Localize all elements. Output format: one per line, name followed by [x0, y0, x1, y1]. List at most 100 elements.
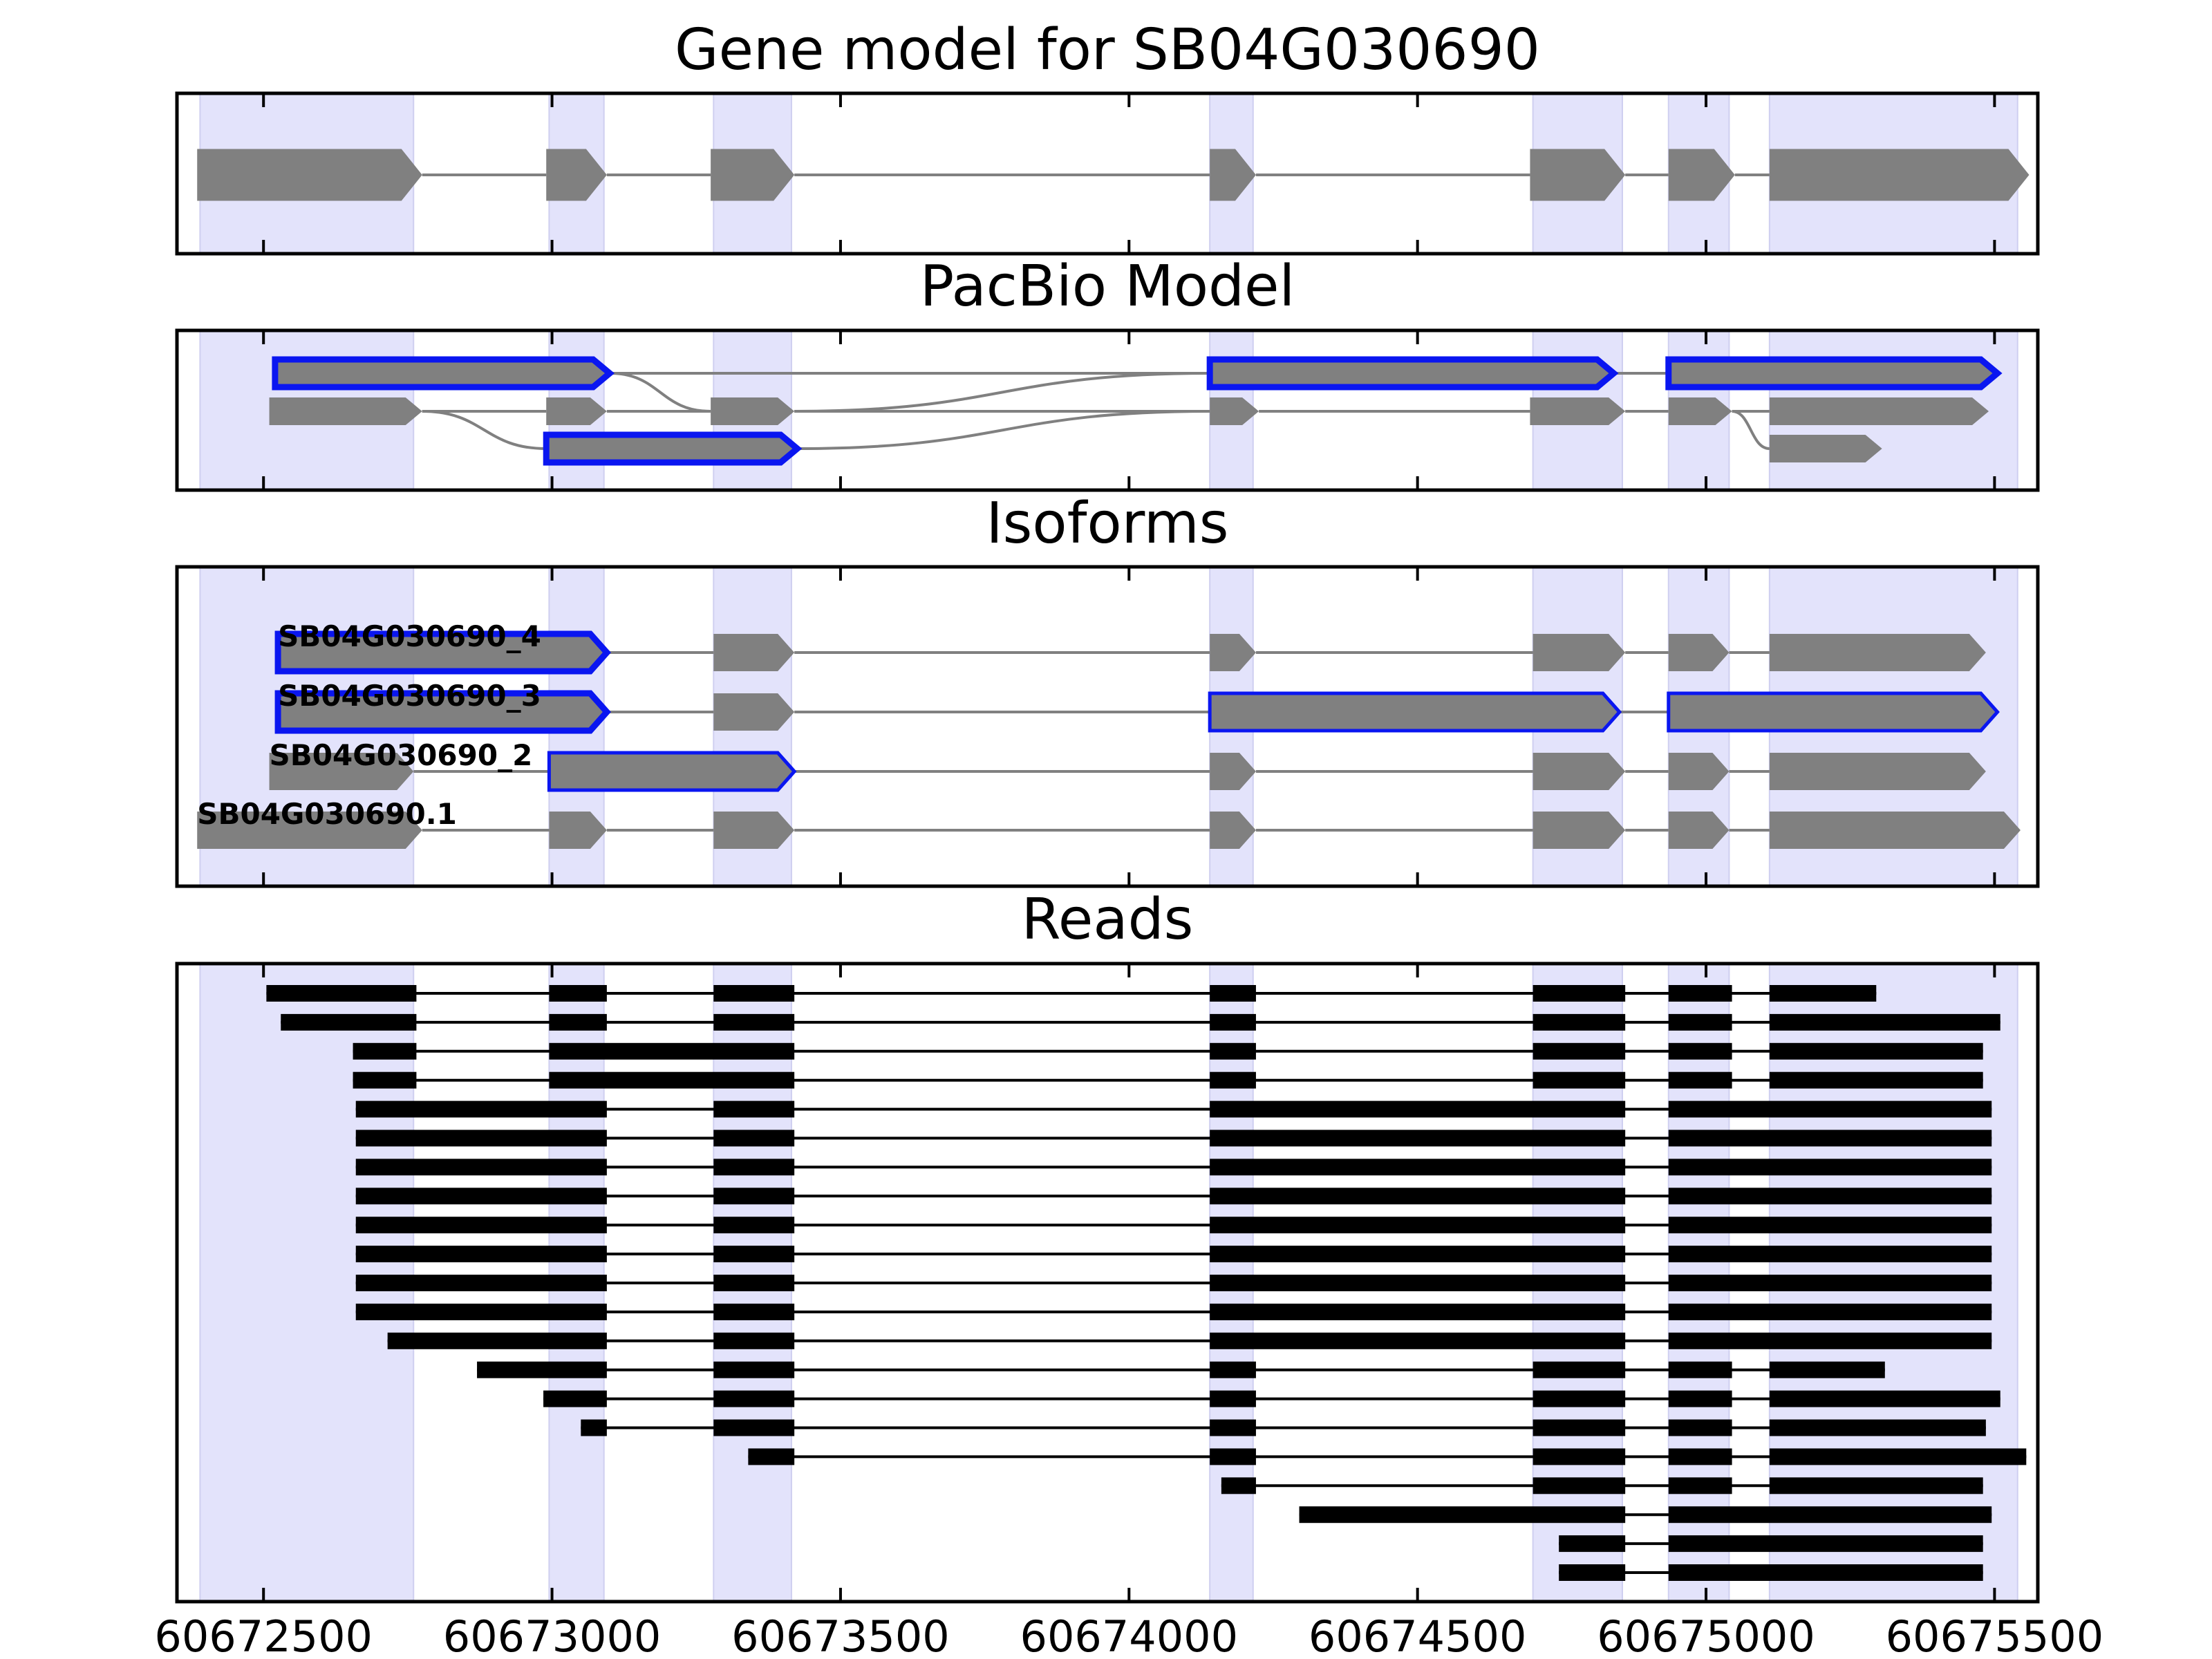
read-block [713, 1217, 795, 1234]
isoforms-panel: Isoforms SB04G030690_4 SB04G030690_3 SB04G0… [175, 491, 2040, 888]
exon [1533, 753, 1626, 790]
read-block [355, 1159, 607, 1176]
read-block [1769, 1390, 2000, 1407]
exon [197, 812, 422, 849]
read-block [543, 1390, 607, 1407]
read-block [1769, 1448, 2027, 1465]
read-block [1210, 1448, 1256, 1465]
exon [1668, 634, 1730, 671]
read-block [355, 1130, 607, 1147]
read-block [1210, 1332, 1626, 1349]
read-block [1210, 1159, 1626, 1176]
read-block [1221, 1477, 1256, 1494]
read-block [1668, 1564, 1983, 1581]
read-block [1668, 1390, 1732, 1407]
read-block [1533, 1448, 1626, 1465]
exon [1668, 812, 1730, 849]
exon [546, 149, 607, 201]
exon [1533, 634, 1626, 671]
exon [1769, 812, 2021, 849]
read-block [1210, 1419, 1256, 1436]
read-block [355, 1188, 607, 1205]
read-block [1210, 1275, 1626, 1291]
read-block [1210, 1013, 1256, 1031]
read-block [1299, 1506, 1626, 1524]
read-block [1668, 1477, 1732, 1494]
exon-highlighted [547, 751, 797, 792]
read-block [713, 1159, 795, 1176]
read-block [713, 1013, 795, 1031]
pacbio-model-panel: PacBio Model [175, 254, 2040, 492]
read-block [355, 1100, 607, 1118]
isoform-label: SB04G030690.1 [197, 797, 457, 831]
read-block [549, 985, 607, 1002]
read-block [1769, 1042, 1983, 1060]
read-block [1668, 1535, 1983, 1553]
exon-highlighted [543, 431, 803, 466]
read-block [387, 1332, 607, 1349]
read-block [1210, 1188, 1626, 1205]
read-block [1668, 1246, 1992, 1263]
axes-frame [175, 565, 2040, 888]
read-block [713, 1332, 795, 1349]
exon [1210, 397, 1259, 425]
axes-frame [175, 91, 2040, 256]
exon [713, 634, 795, 671]
read-block [1668, 1361, 1732, 1378]
exon-highlighted [272, 356, 615, 391]
read-block [1559, 1564, 1626, 1581]
exon-highlighted [1665, 356, 2003, 391]
read-block [281, 1013, 417, 1031]
read-block [1668, 1448, 1732, 1465]
exon [711, 149, 795, 201]
read-block [713, 1246, 795, 1263]
read-block [1210, 1246, 1626, 1263]
read-block [1210, 1390, 1256, 1407]
read-block [266, 985, 417, 1002]
read-block [1668, 1188, 1992, 1205]
exon [546, 397, 607, 425]
exon [1769, 149, 2030, 201]
read-block [581, 1419, 607, 1436]
x-tick-label: 60675500 [1886, 1611, 2104, 1659]
read-block [1769, 1361, 1885, 1378]
exon [1533, 812, 1626, 849]
isoform-label: SB04G030690_4 [278, 619, 541, 653]
isoform-link-curve [794, 372, 1210, 413]
isoform-label: SB04G030690_2 [270, 738, 533, 772]
read-block [353, 1071, 417, 1089]
read-block [1668, 1042, 1732, 1060]
read-block [1668, 1071, 1732, 1089]
read-block [477, 1361, 607, 1378]
read-block [713, 1361, 795, 1378]
exon [549, 812, 607, 849]
exon-highlighted [1208, 691, 1622, 733]
read-block [1210, 1217, 1626, 1234]
read-block [1210, 1042, 1256, 1060]
axes-frame [175, 328, 2040, 492]
read-block [353, 1042, 417, 1060]
gene-model-panel: Gene model for SB04G030690 [175, 17, 2040, 256]
read-block [1533, 1013, 1626, 1031]
read-block [713, 1275, 795, 1291]
x-tick-label: 60673500 [731, 1611, 950, 1659]
exon [1210, 149, 1256, 201]
exon [1530, 149, 1626, 201]
exon-highlighted [274, 630, 611, 675]
read-block [713, 1390, 795, 1407]
exon [1769, 435, 1882, 462]
isoform-link-curve [797, 410, 1210, 450]
read-block [1668, 985, 1732, 1002]
read-block [1668, 1130, 1992, 1147]
read-block [1210, 1303, 1626, 1320]
read-block [1668, 1013, 1732, 1031]
exon [1769, 634, 1986, 671]
read-block [1210, 985, 1256, 1002]
exon-highlighted [274, 690, 611, 734]
read-block [1668, 1506, 1992, 1524]
read-block [1533, 1071, 1626, 1089]
read-block [549, 1042, 795, 1060]
x-tick-label: 60674500 [1309, 1611, 1527, 1659]
read-block [1769, 1071, 1983, 1089]
